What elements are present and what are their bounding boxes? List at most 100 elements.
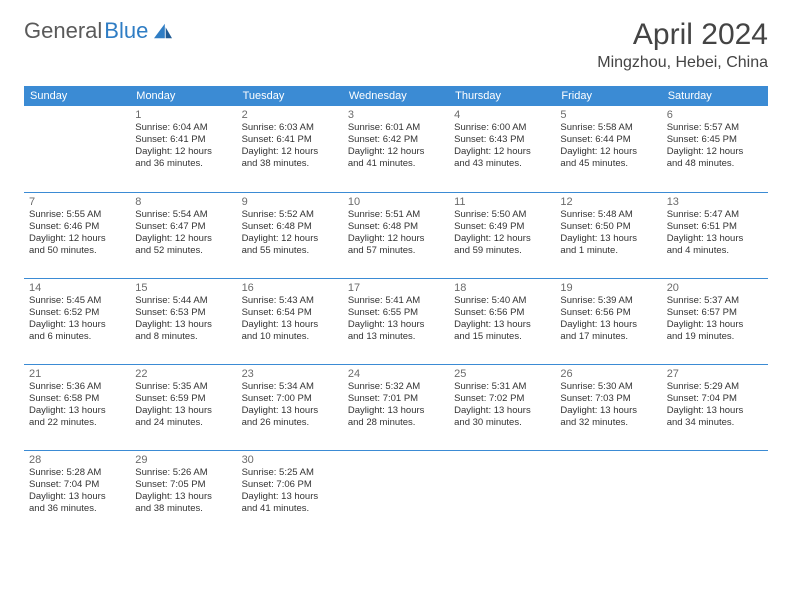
calendar-cell: 10Sunrise: 5:51 AMSunset: 6:48 PMDayligh… — [343, 192, 449, 278]
sunrise-text: Sunrise: 5:51 AM — [348, 209, 444, 221]
sunset-text: Sunset: 7:04 PM — [29, 479, 125, 491]
daylight-line1: Daylight: 13 hours — [667, 319, 763, 331]
calendar-cell: 13Sunrise: 5:47 AMSunset: 6:51 PMDayligh… — [662, 192, 768, 278]
sunrise-text: Sunrise: 5:47 AM — [667, 209, 763, 221]
daylight-line2: and 48 minutes. — [667, 158, 763, 170]
daylight-line2: and 30 minutes. — [454, 417, 550, 429]
sunset-text: Sunset: 7:03 PM — [560, 393, 656, 405]
daylight-line2: and 43 minutes. — [454, 158, 550, 170]
daylight-line1: Daylight: 12 hours — [348, 146, 444, 158]
sunset-text: Sunset: 7:06 PM — [242, 479, 338, 491]
daylight-line2: and 38 minutes. — [242, 158, 338, 170]
calendar-cell: 26Sunrise: 5:30 AMSunset: 7:03 PMDayligh… — [555, 364, 661, 450]
calendar-row: 21Sunrise: 5:36 AMSunset: 6:58 PMDayligh… — [24, 364, 768, 450]
daylight-line2: and 36 minutes. — [135, 158, 231, 170]
sunset-text: Sunset: 6:52 PM — [29, 307, 125, 319]
weekday-header: Monday — [130, 86, 236, 106]
calendar-cell: 19Sunrise: 5:39 AMSunset: 6:56 PMDayligh… — [555, 278, 661, 364]
day-number: 8 — [135, 196, 231, 208]
calendar-cell: 2Sunrise: 6:03 AMSunset: 6:41 PMDaylight… — [237, 106, 343, 192]
daylight-line1: Daylight: 12 hours — [667, 146, 763, 158]
sunrise-text: Sunrise: 5:52 AM — [242, 209, 338, 221]
weekday-header: Wednesday — [343, 86, 449, 106]
calendar-head: Sunday Monday Tuesday Wednesday Thursday… — [24, 86, 768, 106]
calendar-table: Sunday Monday Tuesday Wednesday Thursday… — [24, 86, 768, 536]
sunrise-text: Sunrise: 5:34 AM — [242, 381, 338, 393]
day-number: 16 — [242, 282, 338, 294]
sunset-text: Sunset: 6:41 PM — [242, 134, 338, 146]
sunset-text: Sunset: 6:45 PM — [667, 134, 763, 146]
calendar-body: ..1Sunrise: 6:04 AMSunset: 6:41 PMDaylig… — [24, 106, 768, 536]
day-number: 14 — [29, 282, 125, 294]
sunrise-text: Sunrise: 5:48 AM — [560, 209, 656, 221]
daylight-line2: and 52 minutes. — [135, 245, 231, 257]
calendar-cell: 7Sunrise: 5:55 AMSunset: 6:46 PMDaylight… — [24, 192, 130, 278]
calendar-row: 7Sunrise: 5:55 AMSunset: 6:46 PMDaylight… — [24, 192, 768, 278]
daylight-line2: and 10 minutes. — [242, 331, 338, 343]
sunrise-text: Sunrise: 5:50 AM — [454, 209, 550, 221]
location: Mingzhou, Hebei, China — [597, 54, 768, 72]
daylight-line2: and 1 minute. — [560, 245, 656, 257]
sunrise-text: Sunrise: 5:55 AM — [29, 209, 125, 221]
sunset-text: Sunset: 7:01 PM — [348, 393, 444, 405]
day-number: 24 — [348, 368, 444, 380]
month-title: April 2024 — [597, 18, 768, 52]
weekday-header: Tuesday — [237, 86, 343, 106]
sunset-text: Sunset: 6:51 PM — [667, 221, 763, 233]
calendar-cell: .. — [555, 450, 661, 536]
daylight-line1: Daylight: 13 hours — [242, 319, 338, 331]
calendar-row: 28Sunrise: 5:28 AMSunset: 7:04 PMDayligh… — [24, 450, 768, 536]
sunset-text: Sunset: 6:48 PM — [242, 221, 338, 233]
sunset-text: Sunset: 6:55 PM — [348, 307, 444, 319]
daylight-line2: and 19 minutes. — [667, 331, 763, 343]
sunrise-text: Sunrise: 5:36 AM — [29, 381, 125, 393]
sunset-text: Sunset: 6:48 PM — [348, 221, 444, 233]
day-number: 27 — [667, 368, 763, 380]
calendar-cell: 18Sunrise: 5:40 AMSunset: 6:56 PMDayligh… — [449, 278, 555, 364]
calendar-cell: 29Sunrise: 5:26 AMSunset: 7:05 PMDayligh… — [130, 450, 236, 536]
calendar-cell: 5Sunrise: 5:58 AMSunset: 6:44 PMDaylight… — [555, 106, 661, 192]
daylight-line1: Daylight: 12 hours — [29, 233, 125, 245]
day-number: 6 — [667, 109, 763, 121]
sunset-text: Sunset: 7:04 PM — [667, 393, 763, 405]
day-number: 4 — [454, 109, 550, 121]
calendar-cell: 20Sunrise: 5:37 AMSunset: 6:57 PMDayligh… — [662, 278, 768, 364]
daylight-line1: Daylight: 13 hours — [29, 491, 125, 503]
daylight-line2: and 50 minutes. — [29, 245, 125, 257]
daylight-line2: and 34 minutes. — [667, 417, 763, 429]
daylight-line1: Daylight: 13 hours — [29, 319, 125, 331]
calendar-cell: 3Sunrise: 6:01 AMSunset: 6:42 PMDaylight… — [343, 106, 449, 192]
sunrise-text: Sunrise: 6:00 AM — [454, 122, 550, 134]
daylight-line1: Daylight: 12 hours — [454, 146, 550, 158]
calendar-row: ..1Sunrise: 6:04 AMSunset: 6:41 PMDaylig… — [24, 106, 768, 192]
day-number: 9 — [242, 196, 338, 208]
daylight-line2: and 45 minutes. — [560, 158, 656, 170]
sunrise-text: Sunrise: 5:41 AM — [348, 295, 444, 307]
daylight-line1: Daylight: 13 hours — [348, 319, 444, 331]
sunset-text: Sunset: 7:00 PM — [242, 393, 338, 405]
daylight-line2: and 22 minutes. — [29, 417, 125, 429]
logo-text-gray: General — [24, 18, 102, 44]
calendar-cell: 22Sunrise: 5:35 AMSunset: 6:59 PMDayligh… — [130, 364, 236, 450]
daylight-line1: Daylight: 12 hours — [348, 233, 444, 245]
weekday-header: Thursday — [449, 86, 555, 106]
day-number: 1 — [135, 109, 231, 121]
day-number: 22 — [135, 368, 231, 380]
calendar-cell: 25Sunrise: 5:31 AMSunset: 7:02 PMDayligh… — [449, 364, 555, 450]
day-number: 28 — [29, 454, 125, 466]
day-number: 15 — [135, 282, 231, 294]
sunrise-text: Sunrise: 5:45 AM — [29, 295, 125, 307]
daylight-line2: and 57 minutes. — [348, 245, 444, 257]
logo: GeneralBlue — [24, 18, 174, 44]
sunrise-text: Sunrise: 5:35 AM — [135, 381, 231, 393]
sunrise-text: Sunrise: 5:30 AM — [560, 381, 656, 393]
calendar-cell: 28Sunrise: 5:28 AMSunset: 7:04 PMDayligh… — [24, 450, 130, 536]
daylight-line1: Daylight: 13 hours — [454, 405, 550, 417]
logo-sail-icon — [152, 22, 174, 40]
sunrise-text: Sunrise: 5:58 AM — [560, 122, 656, 134]
day-number: 5 — [560, 109, 656, 121]
day-number: 26 — [560, 368, 656, 380]
daylight-line2: and 8 minutes. — [135, 331, 231, 343]
day-number: 23 — [242, 368, 338, 380]
daylight-line2: and 13 minutes. — [348, 331, 444, 343]
